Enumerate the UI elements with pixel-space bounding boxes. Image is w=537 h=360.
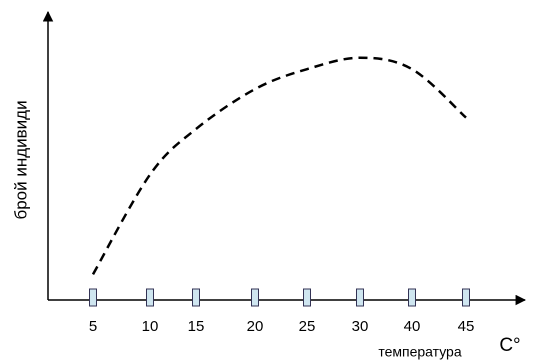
tick-box bbox=[251, 288, 259, 307]
tick-box bbox=[303, 288, 311, 307]
x-tick-label: 10 bbox=[142, 318, 159, 335]
x-axis-label: температура bbox=[378, 344, 461, 360]
tick-box bbox=[356, 288, 364, 307]
x-tick-label: 25 bbox=[299, 318, 316, 335]
x-tick-label: 20 bbox=[247, 318, 264, 335]
tick-box bbox=[146, 288, 154, 307]
tick-box bbox=[192, 288, 200, 307]
x-tick-label: 30 bbox=[352, 318, 369, 335]
y-axis-label: брой индивиди bbox=[11, 100, 30, 219]
x-tick-label: 15 bbox=[188, 318, 205, 335]
tick-box bbox=[89, 288, 97, 307]
curve bbox=[91, 56, 467, 275]
x-tick-label: 40 bbox=[404, 318, 421, 335]
x-axis-unit: C° bbox=[499, 335, 520, 356]
tick-box bbox=[462, 288, 470, 307]
x-tick-label: 45 bbox=[458, 318, 475, 335]
tick-box bbox=[408, 288, 416, 307]
x-tick-label: 5 bbox=[89, 318, 97, 335]
